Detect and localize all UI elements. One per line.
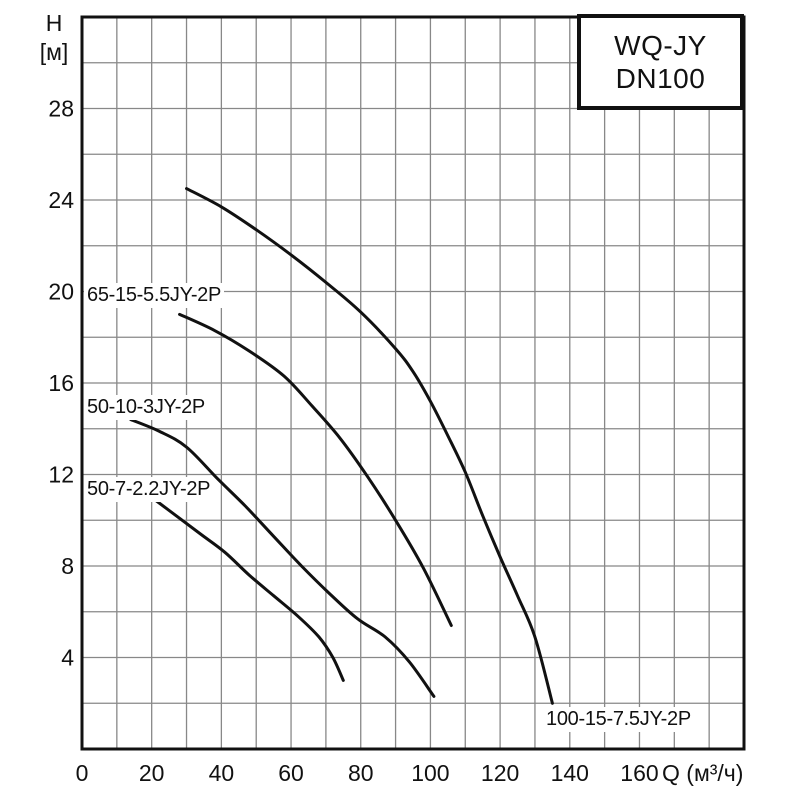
y-axis-unit: [м] — [40, 39, 69, 65]
chart-title-line1: WQ-JY — [614, 30, 707, 61]
y-tick-label: 16 — [48, 370, 74, 396]
x-tick-label: 40 — [209, 760, 235, 786]
x-tick-label: 20 — [139, 760, 165, 786]
x-tick-label: 140 — [551, 760, 589, 786]
x-tick-label: 0 — [76, 760, 89, 786]
pump-curve-100-15-7.5JY-2P — [185, 187, 554, 705]
pump-curves — [129, 187, 554, 705]
pump-curve-65-15-5.5JY-2P — [178, 312, 453, 627]
chart-title-line2: DN100 — [615, 63, 706, 94]
y-axis-name: H — [46, 10, 63, 36]
curve-label-50-7-2.2JY-2P: 50-7-2.2JY-2P — [84, 477, 214, 502]
y-tick-label: 12 — [48, 462, 74, 488]
curve-label-100-15-7.5JY-2P: 100-15-7.5JY-2P — [543, 707, 694, 732]
grid — [82, 17, 744, 749]
y-tick-label: 4 — [61, 645, 74, 671]
curve-label-50-10-3JY-2P: 50-10-3JY-2P — [84, 395, 208, 420]
x-tick-label: 80 — [348, 760, 374, 786]
x-axis-tick-labels: 0 20 40 60 80 100 120 140 160 — [76, 760, 659, 786]
x-tick-label: 120 — [481, 760, 519, 786]
x-tick-label: 160 — [620, 760, 658, 786]
y-axis-tick-labels: 28 24 20 16 12 8 4 — [48, 96, 74, 671]
y-tick-label: 20 — [48, 279, 74, 305]
x-tick-label: 60 — [278, 760, 304, 786]
y-tick-label: 24 — [48, 187, 74, 213]
x-tick-label: 100 — [411, 760, 449, 786]
pump-curve-50-10-3JY-2P — [129, 418, 436, 698]
y-tick-label: 8 — [61, 553, 74, 579]
curve-label-65-15-5.5JY-2P: 65-15-5.5JY-2P — [84, 283, 225, 308]
plot-border — [80, 15, 746, 751]
y-tick-label: 28 — [48, 96, 74, 122]
pump-curve-50-7-2.2JY-2P — [150, 495, 345, 682]
chart-title-box: WQ-JY DN100 — [577, 14, 744, 110]
x-axis-unit: Q (м³/ч) — [662, 760, 743, 786]
